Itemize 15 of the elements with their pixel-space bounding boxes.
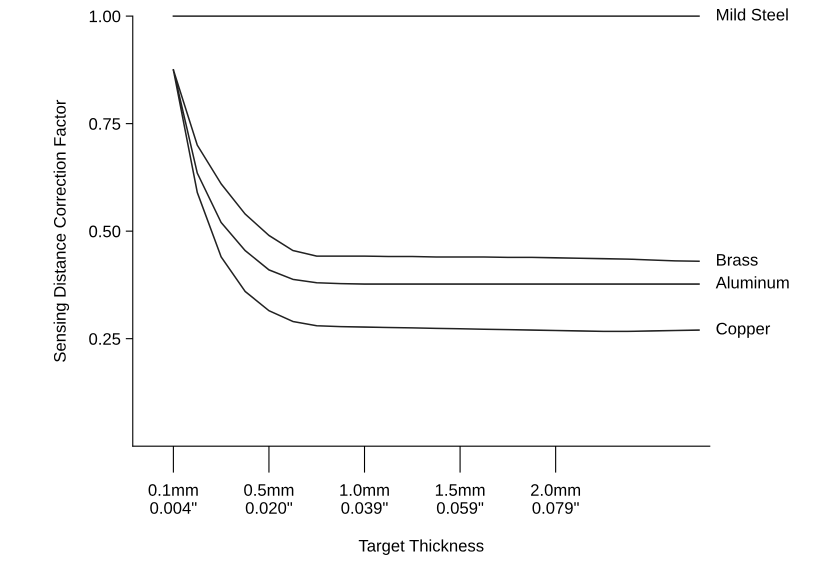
x-tick-label: 1.5mm 0.059" xyxy=(436,484,484,514)
x-tick-label: 1.0mm 0.039" xyxy=(340,484,389,514)
x-axis-title: Target Thickness xyxy=(358,539,484,555)
series-label: Copper xyxy=(716,322,770,338)
x-tick-label: 2.0mm 0.079" xyxy=(531,484,580,514)
y-tick-label: 0.25 xyxy=(89,333,120,345)
y-tick-label: 0.50 xyxy=(89,226,120,238)
x-tick-label: 0.5mm 0.020" xyxy=(244,484,294,514)
series-label: Brass xyxy=(717,254,758,266)
y-axis-title: Sensing Distance Correction Factor xyxy=(54,100,70,362)
y-tick-label: 1.00 xyxy=(90,10,120,22)
y-tick-label: 0.75 xyxy=(89,118,120,130)
series-label: Aluminum xyxy=(716,276,789,289)
x-tick-label: 0.1mm 0.004" xyxy=(148,484,198,514)
series-label: Mild Steel xyxy=(717,8,788,21)
